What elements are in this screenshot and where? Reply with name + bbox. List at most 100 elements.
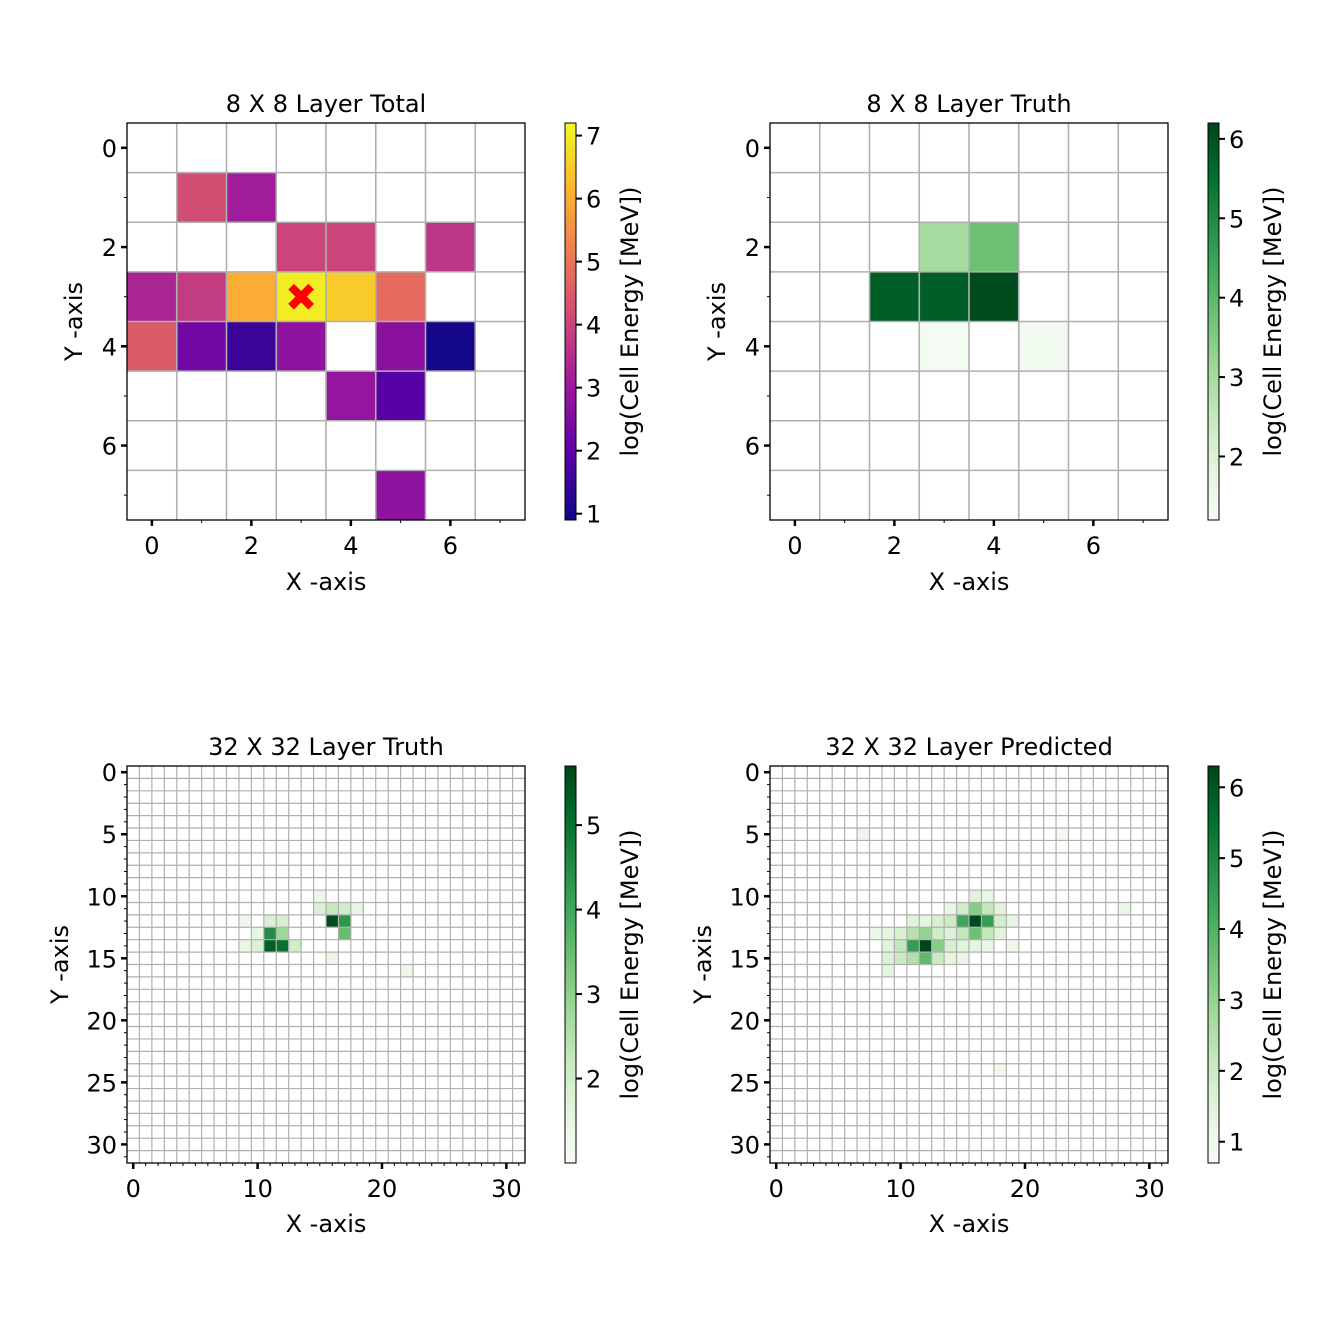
y-axis-ticks: 0 5 10 15 20 25 30 xyxy=(86,759,127,1159)
colorbar-tick-label: 2 xyxy=(1229,1058,1244,1086)
x-tick-label: 4 xyxy=(343,532,358,560)
heatmap-cell xyxy=(919,271,969,322)
heatmap-cell xyxy=(288,939,302,953)
heatmap-cell xyxy=(894,927,907,940)
heatmap-cell xyxy=(881,964,895,977)
heatmap-cell xyxy=(894,952,907,965)
heatmap-cell xyxy=(263,914,277,928)
y-tick-label: 0 xyxy=(745,135,760,163)
y-tick-label: 0 xyxy=(102,759,117,787)
colorbar-tick-label: 3 xyxy=(1229,364,1244,392)
heatmap-cell xyxy=(969,271,1019,322)
heatmap-cell xyxy=(881,927,895,940)
heatmap-cell xyxy=(326,222,376,272)
colorbar-tick-label: 6 xyxy=(586,186,601,214)
heatmap-cell xyxy=(969,939,982,953)
x-axis-label: X -axis xyxy=(286,1210,367,1238)
x-tick-label: 2 xyxy=(887,532,902,560)
colorbar-tick-label: 5 xyxy=(586,249,601,277)
colorbar-bar xyxy=(564,765,577,1164)
heatmap-cell xyxy=(881,939,895,953)
heatmap-cell xyxy=(981,902,994,915)
heatmap-cell xyxy=(956,939,969,953)
heatmap-cells xyxy=(857,828,1131,1077)
heatmap-cell xyxy=(251,927,264,940)
heatmap-cell xyxy=(176,271,227,322)
heatmap-cell xyxy=(981,927,994,940)
y-tick-label: 2 xyxy=(745,234,760,262)
colorbar-tick-label: 5 xyxy=(1229,205,1244,233)
x-tick-label: 2 xyxy=(244,532,259,560)
y-tick-label: 2 xyxy=(102,234,117,262)
heatmap-cell xyxy=(375,271,426,322)
colorbar: 2 3 4 5 log(Cell Energy [MeV]) xyxy=(564,765,644,1164)
y-tick-label: 0 xyxy=(745,759,760,787)
heatmap-cell xyxy=(857,828,870,841)
heatmap-cell xyxy=(338,902,351,915)
heatmap-cell xyxy=(894,939,907,953)
chart-panel-1: 0 2 4 6 0 2 4 6 8 X 8 Layer Total X -axis Y -axis 1… xyxy=(60,90,644,596)
heatmap-cell xyxy=(326,271,376,322)
y-tick-label: 20 xyxy=(729,1007,760,1035)
x-tick-label: 0 xyxy=(144,532,159,560)
y-tick-label: 25 xyxy=(86,1069,117,1097)
heatmap-cell xyxy=(969,902,982,915)
x-tick-label: 4 xyxy=(986,532,1001,560)
heatmap-cell xyxy=(919,952,932,965)
colorbar-tick-label: 7 xyxy=(586,123,601,151)
colorbar-tick-label: 5 xyxy=(586,812,601,840)
chart-panel-2: 0 2 4 6 0 2 4 6 8 X 8 Layer Truth X -axis Y -axis 2… xyxy=(703,90,1287,596)
minor-ticks xyxy=(124,196,501,523)
colorbar-tick-label: 1 xyxy=(1229,1129,1244,1157)
heatmap-cell xyxy=(931,927,945,940)
heatmap-cell xyxy=(263,927,277,940)
x-tick-label: 10 xyxy=(885,1175,916,1203)
heatmap-cell xyxy=(338,914,351,928)
x-marker xyxy=(288,283,314,310)
heatmap-cell xyxy=(906,927,920,940)
heatmap-cell xyxy=(350,902,364,915)
grid-lines xyxy=(770,123,1168,520)
colorbar-label: log(Cell Energy [MeV]) xyxy=(616,829,644,1099)
heatmap-cell xyxy=(869,927,882,940)
x-tick-label: 10 xyxy=(242,1175,273,1203)
heatmap-cell xyxy=(981,914,994,928)
chart-title: 32 X 32 Layer Truth xyxy=(208,733,444,761)
heatmap-cell xyxy=(276,222,326,272)
colorbar-tick-label: 3 xyxy=(586,981,601,1009)
heatmap-cell xyxy=(238,914,252,928)
colorbar-tick-label: 4 xyxy=(586,897,601,925)
heatmap-cell xyxy=(931,952,945,965)
heatmap-cell xyxy=(375,470,426,521)
plot-frame xyxy=(126,765,526,1164)
heatmap-cell xyxy=(944,952,957,965)
x-tick-label: 0 xyxy=(787,532,802,560)
heatmap-cell xyxy=(993,927,1007,940)
colorbar-tick-label: 3 xyxy=(586,375,601,403)
y-axis-label: Y -axis xyxy=(703,282,731,362)
heatmap-cell xyxy=(226,271,277,322)
x-axis-ticks: 0 2 4 6 xyxy=(787,520,1101,560)
plot-frame xyxy=(769,765,1169,1164)
heatmap-cell xyxy=(956,914,969,928)
heatmap-cell xyxy=(251,939,264,953)
heatmap-cell xyxy=(313,902,326,915)
y-tick-label: 0 xyxy=(102,135,117,163)
heatmap-cell xyxy=(969,914,982,928)
heatmap-cell xyxy=(400,964,414,977)
heatmap-cell xyxy=(226,321,277,372)
heatmap-cell xyxy=(919,914,932,928)
heatmap-cell xyxy=(969,890,982,903)
y-tick-label: 5 xyxy=(745,821,760,849)
heatmap-cell xyxy=(1118,902,1131,915)
heatmap-cell xyxy=(919,321,969,372)
heatmap-cell xyxy=(1006,914,1019,928)
heatmap-cell xyxy=(326,914,339,928)
heatmap-cell xyxy=(919,939,932,953)
heatmap-cell xyxy=(931,914,945,928)
y-tick-label: 25 xyxy=(729,1069,760,1097)
y-tick-label: 5 xyxy=(102,821,117,849)
heatmap-cell xyxy=(881,952,895,965)
colorbar-tick-label: 6 xyxy=(1229,774,1244,802)
heatmap-cell xyxy=(981,939,994,953)
